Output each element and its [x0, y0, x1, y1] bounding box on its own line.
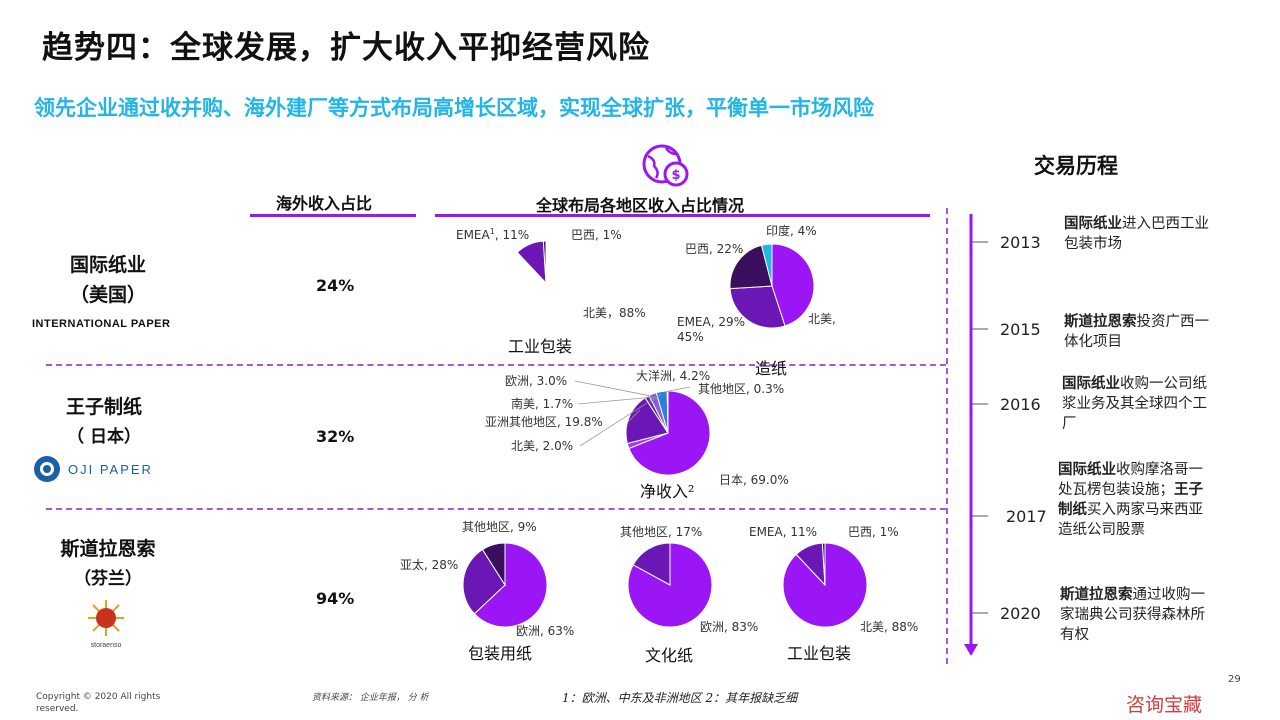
footnote: 1：欧洲、中东及非洲地区 2：其年报缺乏细 [562, 691, 798, 705]
data-label: 欧洲, 3.0% [505, 374, 567, 388]
chart-caption: 文化纸 [645, 646, 693, 665]
data-label: 印度, 4% [766, 223, 817, 238]
column-divider [946, 208, 948, 664]
pie-slice-欧洲 [627, 542, 713, 628]
data-label: 亚洲其他地区, 19.8% [485, 415, 603, 429]
timeline-title: 交易历程 [1034, 153, 1118, 178]
data-label: 巴西, 22% [685, 242, 743, 256]
company-name: 斯道拉恩索 [60, 538, 156, 560]
company-international-paper: 国际纸业 （美国） [8, 250, 208, 310]
pie-charts [462, 240, 868, 628]
timeline-year: 2015 [1000, 320, 1041, 339]
page-subtitle: 领先企业通过收并购、海外建厂等方式布局高增长区域，实现全球扩张，平衡单一市场风险 [34, 95, 874, 120]
data-label: 其他地区, 17% [620, 525, 702, 539]
data-label: 北美，88% [583, 306, 646, 320]
oji-paper-logo: OJI PAPER [32, 454, 153, 484]
pie-slice-巴西 [729, 244, 773, 290]
chart-caption: 净收入² [640, 482, 694, 501]
oji-logo-icon [34, 456, 60, 482]
timeline-year: 2017 [1006, 507, 1047, 526]
stora-enso-sun-icon [88, 600, 124, 636]
data-label: 其他地区, 9% [462, 520, 537, 534]
chart-caption: 造纸 [755, 359, 787, 378]
global-header-underline [435, 214, 930, 217]
timeline-event: 国际纸业收购摩洛哥一处瓦楞包装设施；王子制纸买入两家马来西亚造纸公司股票 [1058, 461, 1203, 538]
global-layout-header: 全球布局各地区收入占比情况 [536, 196, 745, 215]
data-label: 其他地区, 0.3% [698, 382, 784, 396]
company-name: 王子制纸 [65, 396, 142, 418]
data-label: 欧洲, 63% [516, 624, 574, 638]
timeline-axis [964, 214, 988, 656]
pie-slice-印度 [760, 243, 773, 287]
pie-slice-日本 [628, 390, 711, 476]
overseas-share-value: 24% [316, 276, 355, 295]
data-label: EMEA1, 11% [456, 227, 529, 242]
data-label: 日本, 69.0% [719, 473, 789, 487]
pie-slice-EMEA [729, 285, 786, 329]
chart-caption: 工业包装 [787, 644, 851, 663]
pie-slice-北美 [771, 243, 815, 327]
overseas-share-header: 海外收入占比 [276, 194, 373, 213]
source-note: 资料来源： 企业年报， 分 析 [312, 693, 429, 703]
data-label: 亚太, 28% [400, 557, 458, 572]
data-label: 南美, 1.7% [511, 396, 573, 411]
timeline-event: 国际纸业进入巴西工业包装市场 [1064, 215, 1209, 252]
share-header-underline [250, 214, 416, 217]
data-label: 大洋洲, 4.2% [636, 368, 710, 383]
data-label: 北美, 88% [860, 620, 918, 634]
company-stora-enso: 斯道拉恩索 （芬兰） [8, 534, 208, 594]
globe-money-icon: $ [642, 144, 689, 187]
svg-text:$: $ [671, 168, 680, 183]
timeline-year: 2013 [1000, 233, 1041, 252]
pie-slice-欧洲 [473, 542, 548, 628]
overseas-share-value: 94% [316, 589, 355, 608]
data-label: EMEA, 29% [677, 315, 745, 329]
company-country: （芬兰） [74, 569, 142, 589]
watermark: 咨询宝藏 [1126, 694, 1203, 716]
pie-slice-EMEA¹ [516, 240, 547, 285]
pie-slice-其他地区 [481, 542, 506, 587]
company-country: （ 日本） [67, 427, 141, 447]
pie-slice-其他地区 [632, 542, 671, 586]
chart-caption: 包装用纸 [468, 644, 532, 663]
data-label: 北美, [808, 312, 836, 326]
data-label: 45% [677, 330, 704, 344]
data-label: 巴西, 1% [848, 525, 899, 539]
stora-enso-logo: storaenso [84, 598, 132, 649]
timeline-event: 国际纸业收购一公司纸浆业务及其全球四个工厂 [1062, 375, 1207, 432]
copyright: Copyright © 2020 All rights reserved. [36, 692, 161, 714]
timeline-event: 斯道拉恩索通过收购一家瑞典公司获得森林所有权 [1060, 586, 1205, 643]
page-title: 趋势四：全球发展，扩大收入平抑经营风险 [42, 30, 650, 66]
page-number: 29 [1228, 674, 1241, 685]
timeline-event: 斯道拉恩索投资广西一体化项目 [1064, 313, 1209, 350]
data-label: 巴西, 1% [571, 228, 622, 242]
pie-slice-巴西 [821, 542, 826, 586]
pie-slice-巴西 [542, 240, 547, 284]
row-divider-1 [46, 364, 946, 366]
data-label: 北美, 2.0% [511, 439, 573, 453]
timeline-year: 2016 [1000, 395, 1041, 414]
company-oji-paper: 王子制纸 （ 日本） [4, 392, 204, 452]
company-country: （美国） [69, 284, 146, 306]
row-divider-2 [46, 508, 946, 510]
pie-slice-亚洲其他地区 [625, 397, 669, 445]
data-label: 欧洲, 83% [700, 620, 758, 634]
chart-caption: 工业包装 [508, 337, 572, 356]
data-label: EMEA, 11% [749, 525, 817, 539]
leader-lines [574, 380, 691, 447]
timeline-year: 2020 [1000, 604, 1041, 623]
pie-slice-亚太 [462, 548, 506, 615]
company-name: 国际纸业 [69, 254, 146, 276]
international-paper-logo: INTERNATIONAL PAPER [32, 318, 171, 330]
overseas-share-value: 32% [316, 427, 355, 446]
